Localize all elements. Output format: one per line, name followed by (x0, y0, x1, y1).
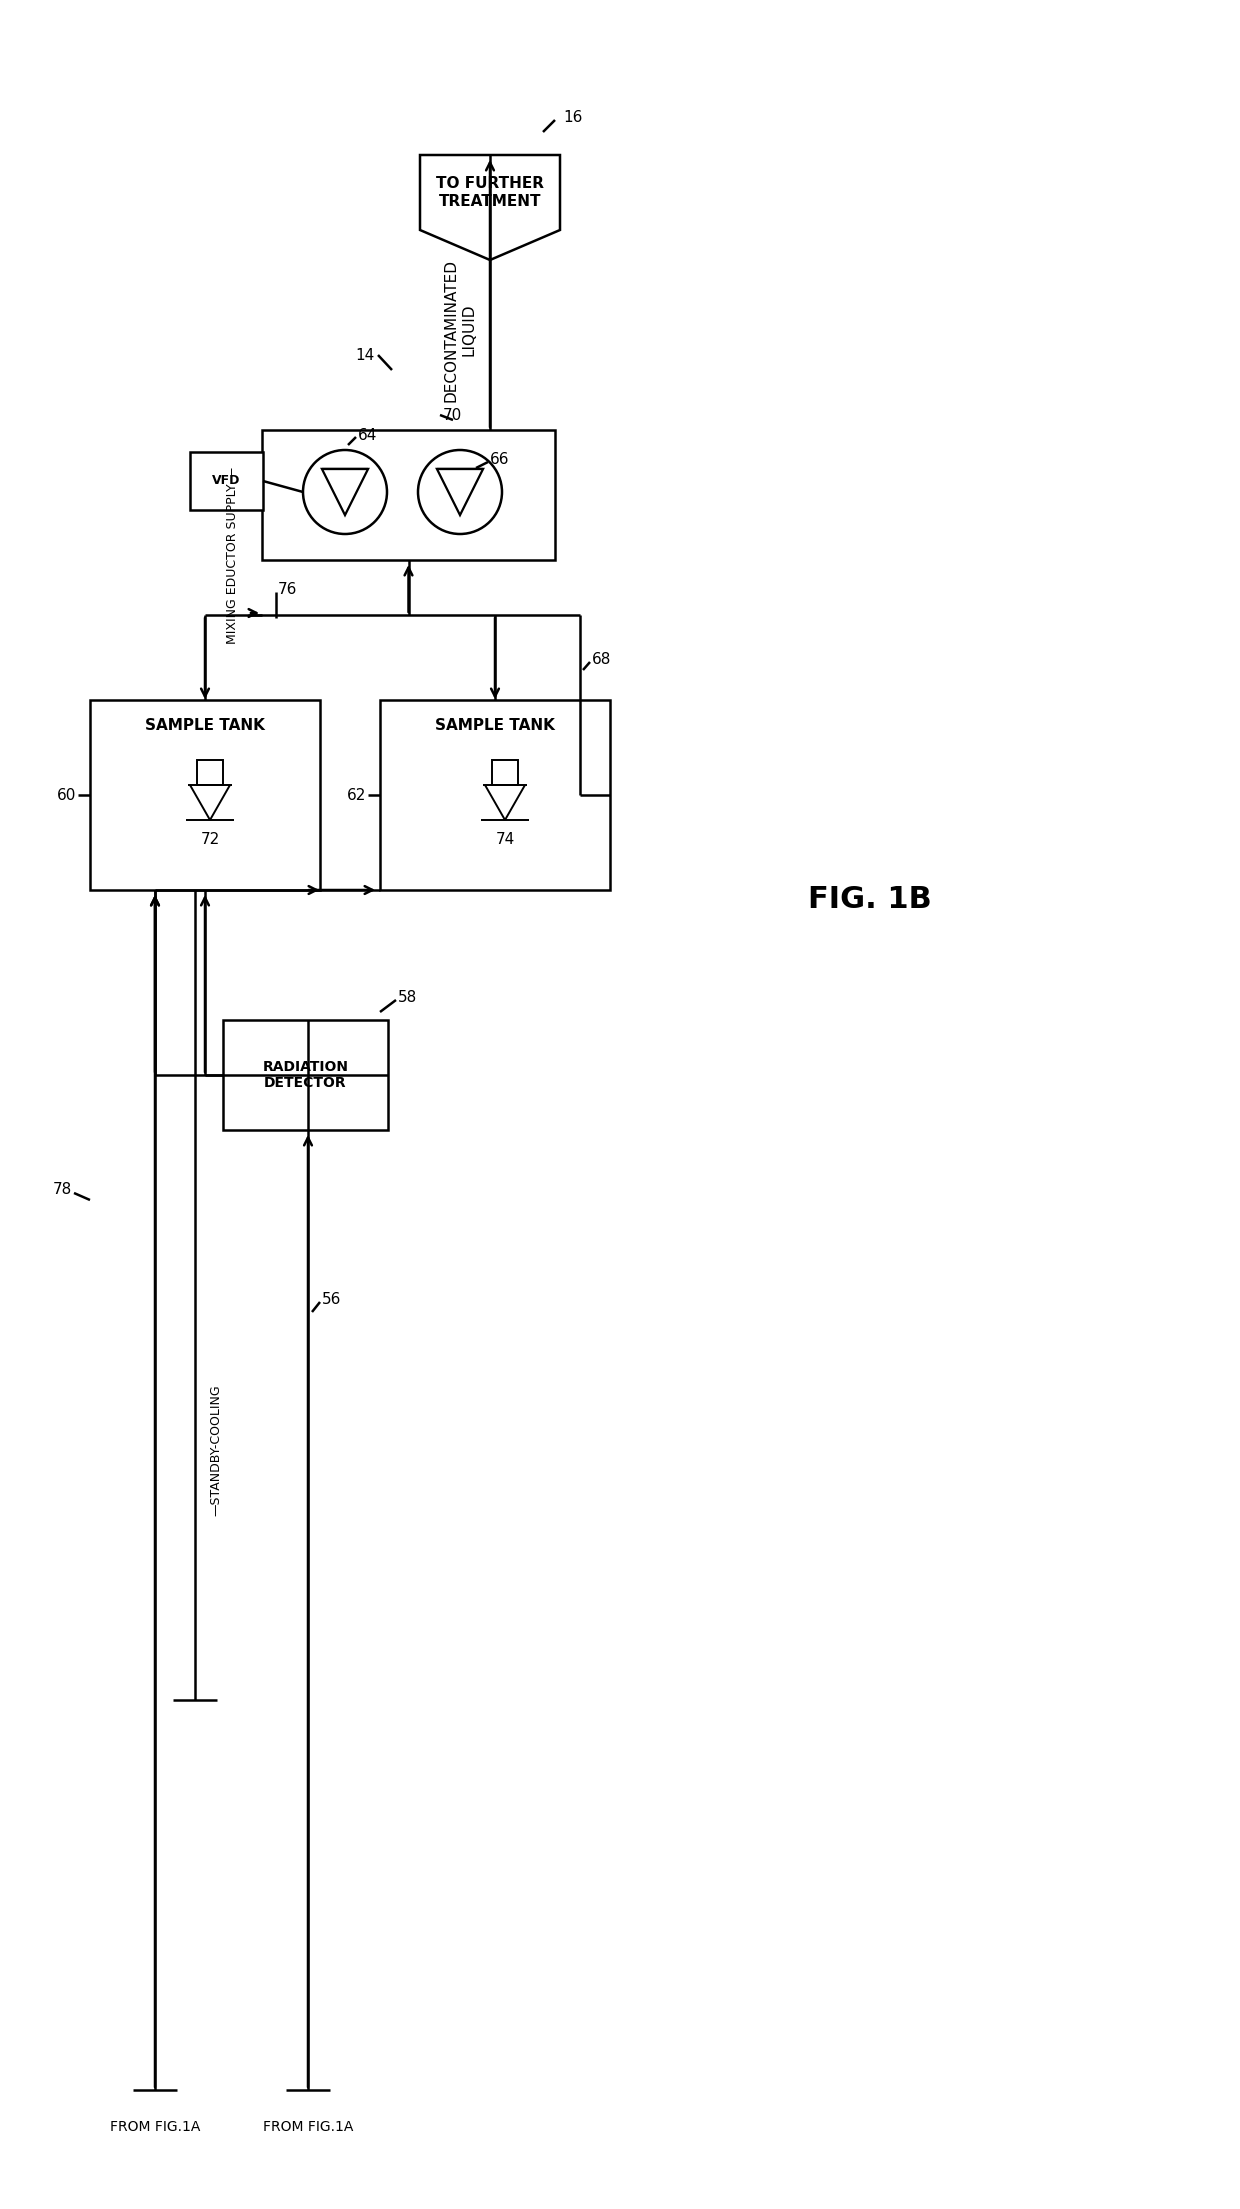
Circle shape (418, 451, 502, 535)
Text: SAMPLE TANK: SAMPLE TANK (435, 718, 556, 733)
Text: FIG. 1B: FIG. 1B (808, 886, 932, 915)
Text: —STANDBY-COOLING: —STANDBY-COOLING (210, 1385, 222, 1515)
Text: RADIATION
DETECTOR: RADIATION DETECTOR (263, 1060, 348, 1089)
Text: 66: 66 (490, 453, 510, 468)
Bar (190, 453, 263, 510)
Bar (262, 431, 556, 561)
Text: 60: 60 (57, 786, 76, 802)
Text: FROM FIG.1A: FROM FIG.1A (110, 2121, 200, 2134)
Bar (492, 760, 518, 784)
Text: 56: 56 (322, 1292, 341, 1308)
Text: 64: 64 (358, 429, 377, 442)
Text: DECONTAMINATED
LIQUID: DECONTAMINATED LIQUID (444, 258, 476, 402)
Text: MIXING EDUCTOR SUPPLY —: MIXING EDUCTOR SUPPLY — (226, 466, 238, 643)
Text: 76: 76 (278, 583, 298, 596)
Text: 78: 78 (53, 1182, 72, 1197)
Bar (197, 760, 223, 784)
Text: 16: 16 (563, 110, 583, 126)
Bar (91, 700, 320, 890)
Polygon shape (436, 468, 484, 515)
Bar (223, 1021, 388, 1131)
Polygon shape (420, 155, 560, 261)
Circle shape (303, 451, 387, 535)
Text: 74: 74 (495, 833, 515, 848)
Text: SAMPLE TANK: SAMPLE TANK (145, 718, 265, 733)
Text: 58: 58 (398, 990, 417, 1005)
Text: 70: 70 (443, 406, 463, 422)
Text: VFD: VFD (212, 475, 241, 488)
Text: 14: 14 (356, 347, 374, 362)
Bar (379, 700, 610, 890)
Text: 62: 62 (347, 786, 366, 802)
Text: 72: 72 (201, 833, 219, 848)
Text: TO FURTHER
TREATMENT: TO FURTHER TREATMENT (436, 177, 544, 208)
Text: 68: 68 (591, 652, 611, 667)
Text: FROM FIG.1A: FROM FIG.1A (263, 2121, 353, 2134)
Polygon shape (322, 468, 368, 515)
